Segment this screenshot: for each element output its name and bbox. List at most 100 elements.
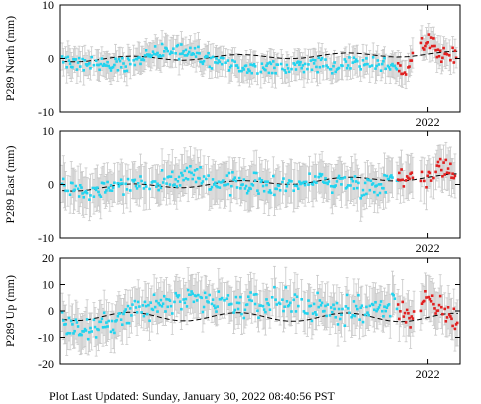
data-point	[185, 305, 189, 308]
data-point	[228, 66, 232, 69]
data-point	[317, 305, 320, 309]
data-point	[183, 54, 187, 57]
data-point	[352, 187, 356, 190]
data-point	[200, 296, 204, 300]
data-point	[119, 318, 123, 321]
data-point	[219, 56, 223, 60]
data-point	[252, 293, 256, 296]
data-point	[341, 64, 344, 68]
data-point	[385, 174, 389, 178]
recent-point	[436, 48, 440, 51]
data-point	[226, 59, 230, 62]
x-tick-label: 2022	[416, 241, 440, 255]
data-point	[92, 63, 96, 67]
data-point	[325, 314, 328, 318]
recent-point	[426, 174, 429, 178]
data-point	[101, 326, 105, 329]
data-point	[226, 294, 230, 297]
recent-point	[444, 158, 448, 162]
data-point	[93, 325, 97, 329]
recent-point	[437, 164, 441, 168]
data-point	[79, 184, 82, 187]
recent-point	[440, 168, 443, 172]
data-point	[295, 184, 299, 188]
data-point	[206, 55, 209, 58]
data-point	[293, 63, 297, 66]
data-point	[117, 185, 121, 188]
data-point	[255, 293, 258, 296]
data-point	[131, 303, 134, 306]
data-point	[177, 57, 181, 61]
data-point	[363, 313, 367, 317]
data-point	[337, 66, 341, 70]
data-point	[310, 68, 314, 72]
data-point	[121, 182, 124, 185]
data-point	[297, 60, 300, 63]
data-point	[326, 182, 330, 186]
data-point	[231, 171, 234, 174]
data-point	[303, 183, 307, 187]
data-point	[334, 184, 337, 187]
recent-point	[396, 178, 400, 181]
data-point	[176, 43, 180, 47]
recent-point	[404, 73, 408, 76]
data-point	[392, 294, 395, 297]
data-point	[281, 180, 284, 184]
data-point	[356, 307, 359, 311]
data-point	[144, 185, 148, 188]
data-point	[290, 310, 293, 313]
data-point	[134, 184, 138, 188]
recent-point	[402, 315, 406, 318]
data-point	[318, 299, 322, 302]
data-point	[314, 59, 317, 62]
data-point	[191, 177, 194, 181]
data-point	[354, 304, 358, 308]
data-point	[310, 319, 314, 323]
data-point	[283, 305, 286, 308]
data-point	[141, 304, 145, 307]
data-point	[140, 179, 143, 183]
recent-point	[410, 315, 414, 318]
data-point	[317, 56, 320, 60]
data-point	[377, 63, 381, 66]
recent-point	[437, 55, 441, 58]
data-point	[215, 57, 218, 60]
data-points	[60, 33, 458, 76]
data-point	[98, 68, 101, 72]
data-point	[233, 60, 236, 63]
data-point	[151, 50, 155, 53]
data-point	[97, 328, 100, 332]
data-point	[242, 178, 246, 181]
data-point	[88, 198, 91, 201]
plot-updated-footer: Plot Last Updated: Sunday, January 30, 2…	[49, 389, 336, 403]
data-point	[159, 55, 163, 58]
data-point	[176, 295, 180, 299]
data-point	[111, 65, 115, 69]
data-point	[185, 166, 189, 170]
data-point	[62, 61, 65, 64]
data-point	[314, 175, 317, 178]
data-points	[60, 285, 459, 341]
recent-point	[404, 179, 408, 182]
data-point	[189, 293, 192, 296]
data-point	[129, 189, 132, 192]
data-point	[328, 314, 332, 317]
data-point	[303, 311, 307, 315]
data-point	[147, 54, 150, 58]
data-point	[371, 56, 375, 59]
data-point	[151, 308, 155, 312]
data-point	[260, 62, 264, 65]
data-point	[163, 50, 166, 53]
data-point	[90, 330, 93, 333]
data-point	[374, 67, 377, 70]
data-point	[311, 58, 315, 62]
data-point	[244, 184, 248, 188]
data-point	[386, 64, 390, 68]
data-point	[143, 54, 147, 57]
data-point	[127, 321, 131, 325]
data-point	[318, 65, 322, 69]
data-point	[121, 323, 124, 326]
data-point	[298, 63, 301, 66]
recent-point	[434, 170, 437, 174]
data-point	[84, 189, 88, 193]
